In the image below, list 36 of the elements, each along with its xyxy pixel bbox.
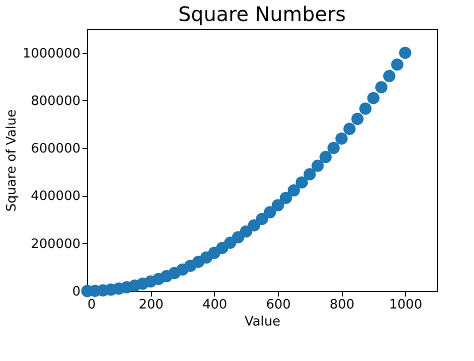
y-tick-label: 800000	[30, 94, 80, 109]
x-tick-label: 200	[138, 298, 164, 312]
y-axis-title: Square of Value	[4, 109, 20, 212]
y-tick-label: 400000	[30, 189, 80, 204]
point	[264, 206, 276, 218]
point	[240, 225, 252, 238]
chart-title: Square Numbers	[178, 2, 346, 26]
y-tick-label: 1000000	[22, 46, 80, 62]
point	[343, 122, 356, 135]
point	[312, 160, 324, 172]
point	[320, 150, 332, 164]
point	[383, 70, 396, 82]
point	[359, 102, 372, 115]
y-tick-label: 600000	[30, 142, 80, 157]
y-tick-label: 200000	[30, 236, 80, 252]
point	[288, 184, 300, 196]
point	[399, 46, 412, 59]
point	[272, 199, 284, 212]
point	[335, 132, 348, 145]
point	[375, 81, 388, 94]
point	[248, 219, 260, 232]
x-tick-label: 600	[266, 298, 291, 312]
point	[351, 112, 364, 126]
y-tick-label: 0	[72, 284, 80, 300]
point	[367, 92, 380, 104]
point	[304, 168, 316, 180]
x-tick-label: 800	[330, 298, 354, 312]
point	[256, 212, 268, 226]
point	[391, 58, 404, 71]
x-tick-label: 400	[202, 298, 228, 312]
point	[327, 142, 340, 154]
point	[280, 192, 292, 204]
x-tick-label: 0	[88, 298, 96, 312]
point	[296, 176, 308, 189]
x-tick-label: 1000	[389, 298, 422, 312]
x-axis-title: Value	[244, 314, 280, 330]
